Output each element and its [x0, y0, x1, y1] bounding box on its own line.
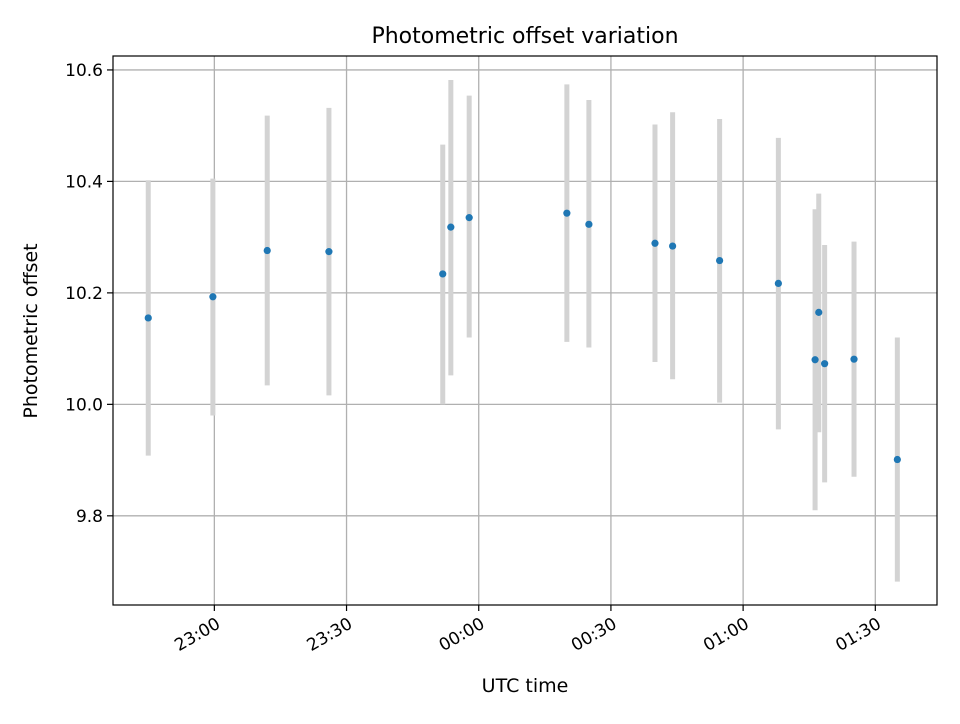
data-point — [447, 223, 455, 231]
x-axis-label: UTC time — [482, 675, 569, 697]
data-point — [811, 356, 819, 364]
data-point — [815, 308, 823, 316]
plot-frame — [112, 55, 938, 606]
data-point — [774, 279, 782, 288]
y-tick-label: 10.4 — [65, 172, 103, 192]
data-point — [651, 239, 659, 247]
data-point — [144, 314, 152, 322]
data-point — [585, 220, 593, 228]
data-point — [893, 455, 901, 464]
data-point — [263, 246, 271, 255]
data-point — [209, 293, 217, 301]
point-layer — [144, 209, 901, 464]
data-point — [325, 248, 333, 256]
data-point — [465, 214, 473, 222]
y-tick-label: 9.8 — [76, 507, 103, 527]
chart-title: Photometric offset variation — [371, 24, 678, 49]
data-point — [716, 256, 724, 265]
y-axis-label: Photometric offset — [20, 243, 42, 418]
data-point — [850, 355, 858, 363]
data-point — [439, 270, 447, 278]
y-tick-label: 10.0 — [65, 395, 103, 415]
data-point — [821, 360, 829, 368]
y-tick-label: 10.6 — [65, 61, 103, 81]
y-tick-label: 10.2 — [65, 284, 103, 304]
data-point — [563, 209, 571, 217]
data-point — [669, 242, 677, 250]
grid-layer — [113, 56, 937, 605]
